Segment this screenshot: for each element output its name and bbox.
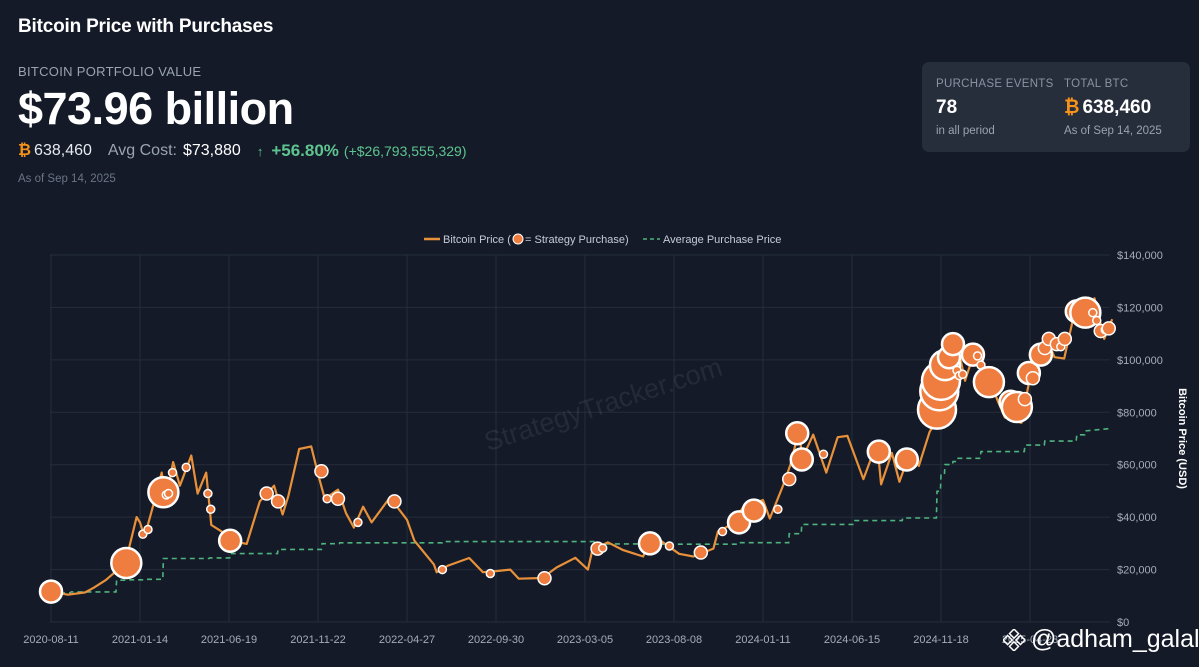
y-tick-label: $80,000 xyxy=(1117,407,1157,419)
purchase-marker xyxy=(259,486,274,501)
purchase-marker xyxy=(866,439,892,464)
purchase-marker xyxy=(972,365,1006,399)
avg-cost-label: Avg Cost: xyxy=(107,142,177,159)
purchase-marker xyxy=(314,464,329,479)
purchase-marker xyxy=(1025,370,1041,386)
y-axis-title: Bitcoin Price (USD) xyxy=(1176,388,1188,489)
purchase-marker xyxy=(437,564,448,575)
avg-cost-value: $73,880 xyxy=(182,142,241,159)
total-btc-sub: As of Sep 14, 2025 xyxy=(1064,125,1162,137)
btc-holdings: 638,460 xyxy=(34,142,92,159)
legend-price-label: Bitcoin Price ( xyxy=(443,234,511,246)
purchase-marker xyxy=(217,528,243,553)
legend-purchase-icon xyxy=(512,233,524,245)
page-title: Bitcoin Price with Purchases xyxy=(18,16,274,37)
purchase-marker xyxy=(143,524,153,535)
total-btc-amount: 638,460 xyxy=(1082,97,1152,118)
bitcoin-icon: ₿ xyxy=(1064,97,1080,118)
x-tick-label: 2020-08-11 xyxy=(23,634,78,646)
gain-absolute: (+$26,793,555,329) xyxy=(343,143,467,159)
purchase-marker xyxy=(110,546,143,580)
x-tick-label: 2021-06-19 xyxy=(201,634,257,646)
x-tick-label: 2023-03-05 xyxy=(557,634,613,646)
purchase-events-sub: in all period xyxy=(936,125,995,137)
purchase-events-stat: PURCHASE EVENTS 78 in all period xyxy=(936,78,1054,137)
purchase-marker xyxy=(205,504,216,515)
purchase-marker xyxy=(38,579,64,604)
arrow-up-icon: ↑ xyxy=(256,143,264,159)
purchase-marker xyxy=(330,491,346,507)
purchase-marker xyxy=(894,447,920,472)
x-tick-label: 2023-08-08 xyxy=(646,634,702,646)
total-btc-stat: TOTAL BTC ₿ 638,460 As of Sep 14, 2025 xyxy=(1064,78,1162,137)
x-tick-label: 2022-09-30 xyxy=(468,634,524,646)
portfolio-value: $73.96 billion xyxy=(18,83,294,134)
watermark-handle-text: @adham_galal xyxy=(1031,625,1199,653)
bitcoin-icon: ₿ xyxy=(18,142,32,159)
purchase-marker xyxy=(1057,331,1073,347)
purchase-marker xyxy=(387,494,402,509)
purchase-marker xyxy=(664,541,675,551)
legend-price-label-suffix: = Strategy Purchase) xyxy=(525,234,629,246)
purchase-marker xyxy=(353,517,363,528)
y-tick-label: $120,000 xyxy=(1117,302,1163,314)
purchase-marker xyxy=(637,531,663,556)
purchase-marker xyxy=(1017,391,1033,407)
purchase-marker xyxy=(693,545,709,560)
y-tick-label: $40,000 xyxy=(1117,512,1157,524)
purchase-marker xyxy=(322,494,332,504)
y-tick-label: $0 xyxy=(1117,617,1129,629)
purchase-marker xyxy=(203,488,213,499)
x-tick-label: 2021-11-22 xyxy=(290,634,345,646)
purchase-events-value: 78 xyxy=(936,97,958,118)
purchase-marker xyxy=(485,568,496,579)
purchase-marker xyxy=(972,351,983,361)
purchase-marker xyxy=(784,421,810,446)
y-tick-label: $60,000 xyxy=(1117,460,1157,472)
summary-card: PURCHASE EVENTS 78 in all period TOTAL B… xyxy=(922,62,1190,152)
purchase-marker xyxy=(163,488,174,499)
purchase-marker xyxy=(1092,315,1102,326)
x-tick-label: 2024-06-15 xyxy=(824,634,880,646)
y-tick-label: $20,000 xyxy=(1117,565,1157,577)
purchase-marker xyxy=(597,543,608,553)
purchase-marker xyxy=(940,331,966,357)
purchase-marker xyxy=(818,449,829,459)
x-tick-label: 2024-11-18 xyxy=(913,634,968,646)
purchase-marker xyxy=(1101,321,1116,336)
x-tick-label: 2024-01-11 xyxy=(735,634,790,646)
as-of-date: As of Sep 14, 2025 xyxy=(18,173,116,185)
purchase-marker xyxy=(957,369,968,380)
portfolio-stats-row: ₿ 638,460 Avg Cost: $73,880 ↑ +56.80% (+… xyxy=(18,141,467,161)
y-tick-label: $140,000 xyxy=(1117,250,1163,262)
purchase-marker xyxy=(781,471,797,487)
purchase-marker xyxy=(717,526,728,537)
purchase-marker xyxy=(167,467,178,478)
bitcoin-price-chart: $0 $20,000 $40,000 $60,000 $80,000 $100,000 $1… xyxy=(23,233,1188,646)
x-tick-label: 2022-04-27 xyxy=(379,634,435,646)
x-tick-label: 2021-01-14 xyxy=(112,634,168,646)
total-btc-label: TOTAL BTC xyxy=(1064,78,1129,90)
purchase-events-label: PURCHASE EVENTS xyxy=(936,78,1054,90)
binance-icon xyxy=(1003,628,1025,651)
total-btc-value: ₿ 638,460 xyxy=(1064,97,1162,119)
y-tick-label: $100,000 xyxy=(1117,355,1163,367)
watermark-handle: @adham_galal xyxy=(1003,625,1199,654)
purchase-marker xyxy=(537,570,552,586)
portfolio-value-label: BITCOIN PORTFOLIO VALUE xyxy=(18,64,202,79)
purchase-marker xyxy=(1088,307,1098,318)
purchase-marker xyxy=(773,504,783,515)
purchase-marker xyxy=(270,494,286,509)
purchase-marker xyxy=(181,462,191,473)
purchase-marker xyxy=(789,447,815,472)
chart-legend: Bitcoin Price ( = Strategy Purchase) Aver… xyxy=(424,233,781,246)
purchase-marker xyxy=(741,498,767,523)
gain-percent: +56.80% xyxy=(271,141,339,160)
watermark-site: StrategyTracker.com xyxy=(481,352,726,457)
legend-avg-label: Average Purchase Price xyxy=(663,234,781,246)
